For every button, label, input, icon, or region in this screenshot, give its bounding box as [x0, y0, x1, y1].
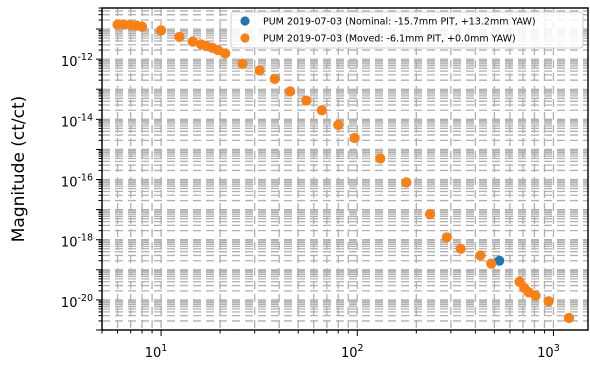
data-point-moved — [401, 177, 412, 188]
data-point-moved — [530, 290, 541, 301]
data-point-moved — [375, 153, 386, 164]
data-point-moved — [301, 95, 312, 106]
data-point-moved — [543, 296, 554, 307]
y-tick-label: 10-20 — [61, 293, 93, 311]
x-tick-label: 103 — [537, 343, 560, 361]
data-point-moved — [425, 209, 436, 220]
plot-frame — [101, 7, 589, 331]
data-point-moved — [237, 58, 248, 69]
data-point-moved — [563, 313, 574, 324]
data-point-moved — [285, 86, 296, 97]
y-tick-label: 10-16 — [61, 173, 93, 191]
axis-ticks: 101 102 103 10-12 10-14 10-16 10-18 10-20 — [61, 7, 560, 361]
legend-marker-nominal — [240, 16, 250, 26]
legend: PUM 2019-07-03 (Nominal: -15.7mm PIT, +1… — [230, 11, 584, 49]
data-point-moved — [486, 258, 497, 269]
x-tick-label: 102 — [341, 343, 364, 361]
data-point-nominal — [494, 255, 505, 266]
data-point-moved — [254, 65, 265, 76]
data-point-moved — [441, 232, 452, 243]
data-point-moved — [333, 119, 344, 130]
data-point-moved — [137, 21, 148, 32]
data-point-moved — [269, 73, 280, 84]
legend-box — [230, 11, 584, 49]
legend-label-nominal: PUM 2019-07-03 (Nominal: -15.7mm PIT, +1… — [263, 17, 536, 28]
data-point-moved — [187, 36, 198, 47]
data-point-moved — [455, 243, 466, 254]
y-tick-label: 10-12 — [61, 52, 93, 70]
data-point-moved — [156, 25, 167, 36]
data-point-moved — [174, 31, 185, 42]
legend-label-moved: PUM 2019-07-03 (Moved: -6.1mm PIT, +0.0m… — [263, 34, 516, 45]
data-point-moved — [349, 132, 360, 143]
y-tick-label: 10-14 — [61, 112, 93, 130]
data-point-moved — [220, 48, 231, 59]
y-axis-label: Magnitude (ct/ct) — [9, 96, 29, 242]
legend-marker-moved — [240, 33, 250, 43]
data-points — [112, 19, 574, 324]
data-point-moved — [316, 105, 327, 116]
y-tick-label: 10-18 — [61, 233, 93, 251]
x-tick-label: 101 — [145, 343, 168, 361]
data-point-moved — [475, 250, 486, 261]
